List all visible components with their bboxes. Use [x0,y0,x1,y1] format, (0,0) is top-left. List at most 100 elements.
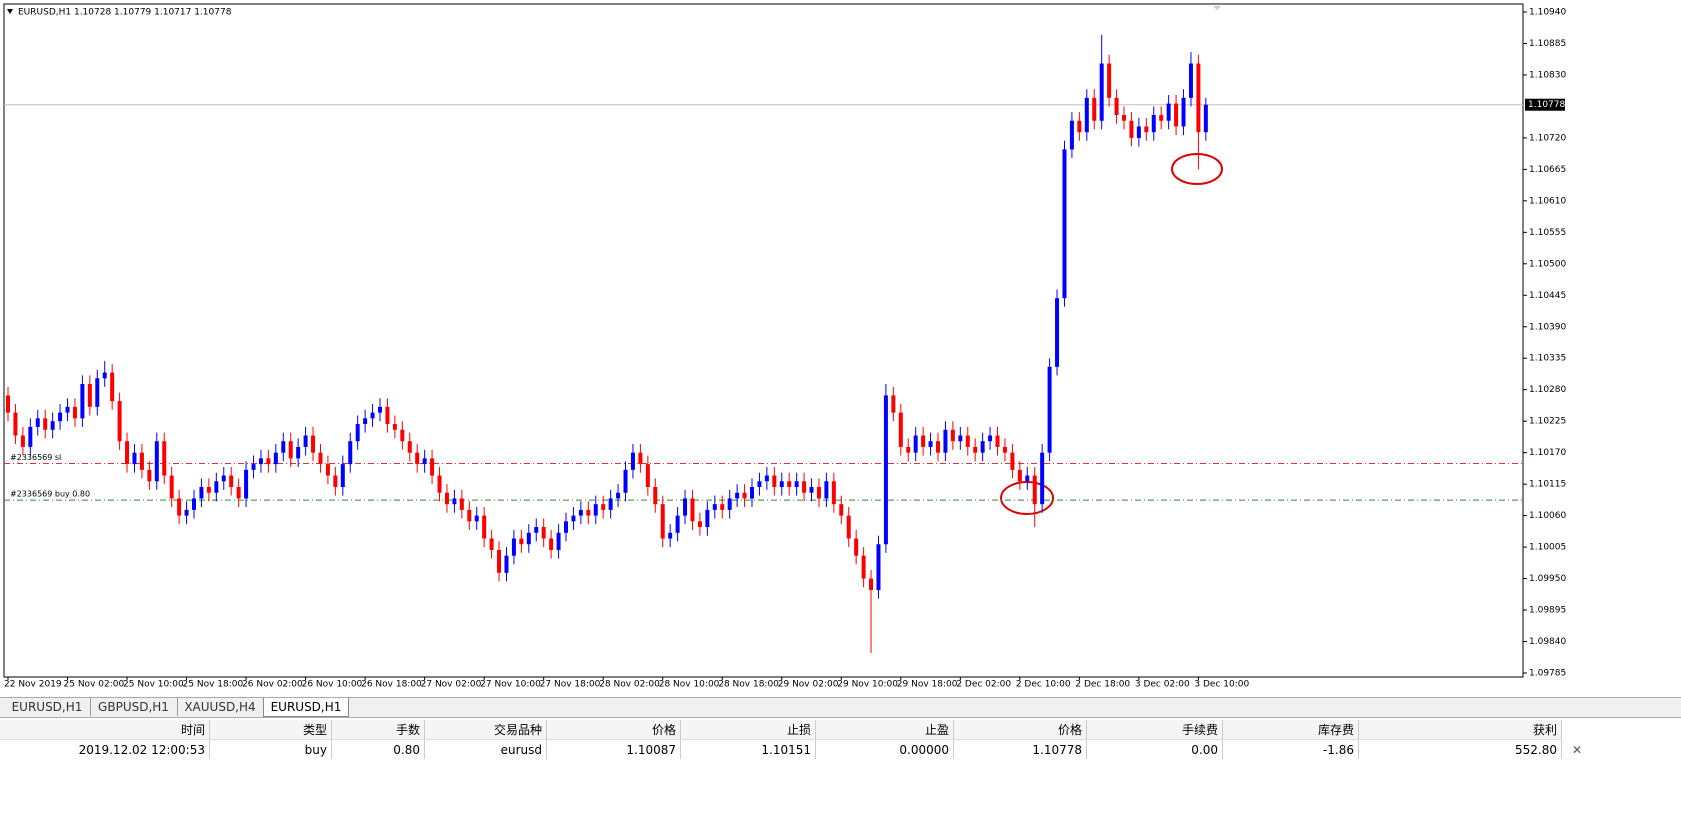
y-tick-label: 1.10610 [1529,196,1566,206]
candle-body [1144,126,1149,133]
y-tick-label: 1.10665 [1529,165,1566,175]
y-tick-label: 1.10170 [1529,448,1566,458]
header-cell: 时间 [0,720,210,740]
x-tick-label: 27 Nov 02:00 [421,680,482,690]
candle-body [616,492,621,499]
candle-body [839,504,844,516]
candle-body [407,441,412,453]
candle-body [1069,120,1074,150]
candle-body [586,509,591,516]
candle-body [415,452,420,465]
x-tick-label: 29 Nov 02:00 [778,680,839,690]
menu-triangle[interactable] [7,9,13,14]
candle-body [303,435,308,447]
candle-body [1122,115,1126,121]
candle-body [1166,103,1171,121]
candle-body [1099,63,1104,121]
header-cell: 交易品种 [424,720,547,740]
candle-body [742,492,747,499]
candle-body [422,458,427,465]
x-tick-label: 2 Dec 02:00 [956,680,1011,690]
candle-body [221,475,226,482]
candle-body [564,521,568,533]
candle-body [943,429,948,453]
candle-body [1114,97,1119,116]
candle-body [206,487,211,493]
candle-body [690,498,695,522]
candle-body [683,498,688,516]
candle-body [809,487,814,493]
tab[interactable]: GBPUSD,H1 [90,698,178,716]
candle-body [653,487,658,505]
x-tick-label: 29 Nov 18:00 [897,680,958,690]
candle-body [489,538,494,550]
candle-body [898,412,903,447]
candle-body [712,504,717,510]
y-tick-label: 1.10280 [1529,385,1566,395]
x-tick-label: 28 Nov 02:00 [599,680,660,690]
candle-body [519,538,524,545]
x-tick-label: 22 Nov 2019 [4,680,62,690]
candle-body [526,532,531,545]
candle-body [1129,120,1134,138]
candle-body [482,515,487,539]
y-tick-label: 1.10940 [1529,8,1566,18]
candle-body [154,441,159,482]
tab[interactable]: EURUSD,H1 [263,698,349,717]
header-cell: 手数 [331,720,425,740]
x-tick-label: 25 Nov 10:00 [123,680,184,690]
candle-body [720,504,725,510]
candle-body [988,435,993,442]
candle-body [675,515,680,533]
candle-body [824,481,829,499]
cell: 1.10151 [680,739,816,759]
candle-body [192,498,196,510]
candle-body [958,435,963,442]
candle-body [1032,475,1037,505]
candle-body [936,441,940,453]
close-button[interactable]: ✕ [1572,743,1583,757]
candle-body [638,452,643,465]
candle-body [95,378,100,407]
candle-body [288,441,293,459]
x-tick-label: 25 Nov 02:00 [64,680,125,690]
candle-body [58,412,63,422]
header-cell: 类型 [209,720,332,740]
candle-body [1196,63,1201,133]
candle-body [177,498,182,516]
y-tick-label: 1.10005 [1529,543,1566,553]
candle-body [1092,97,1097,121]
candle-body [750,487,754,499]
candle-body [630,452,635,470]
x-tick-label: 26 Nov 02:00 [242,680,303,690]
header-cell: 止损 [680,720,816,740]
candle-body [13,412,18,436]
candle-body [147,469,152,482]
candle-body [348,441,353,465]
candle-body [608,498,613,510]
candle-body [1077,120,1082,133]
candle-body [162,441,167,476]
y-tick-label: 1.10335 [1529,354,1566,364]
header-cell: 库存费 [1222,720,1359,740]
candle-body [891,395,896,413]
cell: 0.00 [1086,739,1223,759]
x-tick-label: 26 Nov 18:00 [361,680,422,690]
table-row[interactable]: 2019.12.02 12:00:53 buy 0.80 eurusd 1.10087 1… [0,739,1562,759]
candle-body [110,372,115,402]
tab[interactable]: XAUUSD,H4 [177,698,264,716]
y-tick-label: 1.09895 [1529,606,1566,616]
candle-body [764,475,769,482]
y-tick-label: 1.10500 [1529,259,1566,269]
candle-body [593,504,598,516]
tab[interactable]: EURUSD,H1 [4,698,91,716]
candle-body [459,498,464,510]
y-tick-label: 1.09950 [1529,574,1566,584]
candle-body [1047,366,1052,453]
y-tick-label: 1.10720 [1529,133,1566,143]
candle-body [392,424,397,430]
table-header: 时间 类型 手数 交易品种 价格 止损 止盈 价格 手续费 库存费 获利 [0,720,1562,740]
candle-body [668,532,673,539]
candle-body [1188,63,1193,98]
